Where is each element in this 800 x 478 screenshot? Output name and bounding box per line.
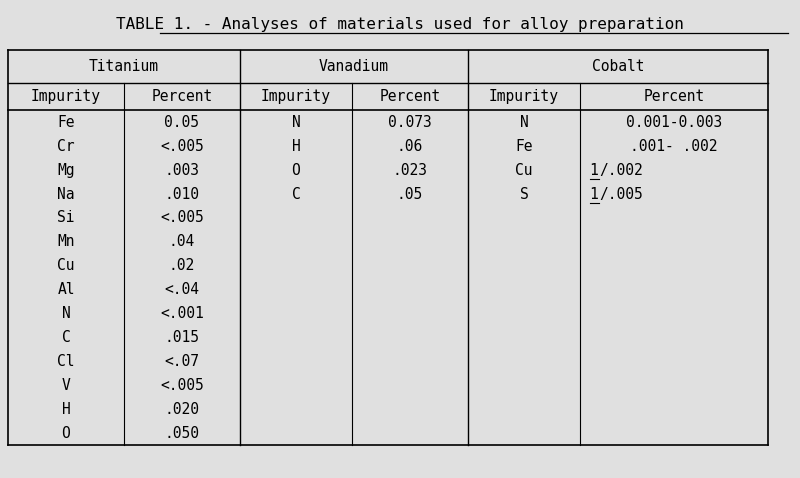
Text: O: O [292, 163, 300, 178]
Text: H: H [292, 139, 300, 154]
Text: Cl: Cl [58, 354, 74, 369]
Text: V: V [62, 378, 70, 393]
Text: .023: .023 [393, 163, 427, 178]
Text: C: C [62, 330, 70, 345]
Text: TABLE 1. - Analyses of materials used for alloy preparation: TABLE 1. - Analyses of materials used fo… [116, 17, 684, 32]
Text: 1: 1 [590, 186, 598, 202]
Text: .003: .003 [165, 163, 199, 178]
Text: Cu: Cu [58, 258, 74, 273]
Text: Percent: Percent [379, 89, 441, 104]
Text: <.07: <.07 [165, 354, 199, 369]
Text: Percent: Percent [151, 89, 213, 104]
Text: 1: 1 [590, 163, 598, 178]
Text: .050: .050 [165, 425, 199, 441]
Text: Cr: Cr [58, 139, 74, 154]
Text: .06: .06 [397, 139, 423, 154]
Text: .02: .02 [169, 258, 195, 273]
Text: N: N [62, 306, 70, 321]
Text: H: H [62, 402, 70, 417]
Text: O: O [62, 425, 70, 441]
Text: .04: .04 [169, 234, 195, 250]
Text: .015: .015 [165, 330, 199, 345]
Text: S: S [520, 186, 528, 202]
Text: 0.073: 0.073 [388, 115, 432, 130]
Text: 0.05: 0.05 [165, 115, 199, 130]
Text: Vanadium: Vanadium [319, 59, 389, 74]
Text: Si: Si [58, 210, 74, 226]
Text: 0.001-0.003: 0.001-0.003 [626, 115, 722, 130]
Text: Cu: Cu [515, 163, 533, 178]
Text: N: N [292, 115, 300, 130]
Text: Impurity: Impurity [261, 89, 331, 104]
Text: Titanium: Titanium [89, 59, 159, 74]
Text: Fe: Fe [515, 139, 533, 154]
Text: Mg: Mg [58, 163, 74, 178]
Text: /.002: /.002 [599, 163, 643, 178]
Text: .05: .05 [397, 186, 423, 202]
Text: .010: .010 [165, 186, 199, 202]
Text: Percent: Percent [643, 89, 705, 104]
Text: .020: .020 [165, 402, 199, 417]
Text: Impurity: Impurity [489, 89, 559, 104]
Text: .001- .002: .001- .002 [630, 139, 718, 154]
Text: Fe: Fe [58, 115, 74, 130]
Text: C: C [292, 186, 300, 202]
Text: Na: Na [58, 186, 74, 202]
Text: <.04: <.04 [165, 282, 199, 297]
Text: N: N [520, 115, 528, 130]
Text: Mn: Mn [58, 234, 74, 250]
Text: Impurity: Impurity [31, 89, 101, 104]
Text: Al: Al [58, 282, 74, 297]
Text: /.005: /.005 [599, 186, 643, 202]
Text: Cobalt: Cobalt [592, 59, 644, 74]
Text: <.005: <.005 [160, 139, 204, 154]
Text: <.001: <.001 [160, 306, 204, 321]
Text: <.005: <.005 [160, 378, 204, 393]
Text: <.005: <.005 [160, 210, 204, 226]
